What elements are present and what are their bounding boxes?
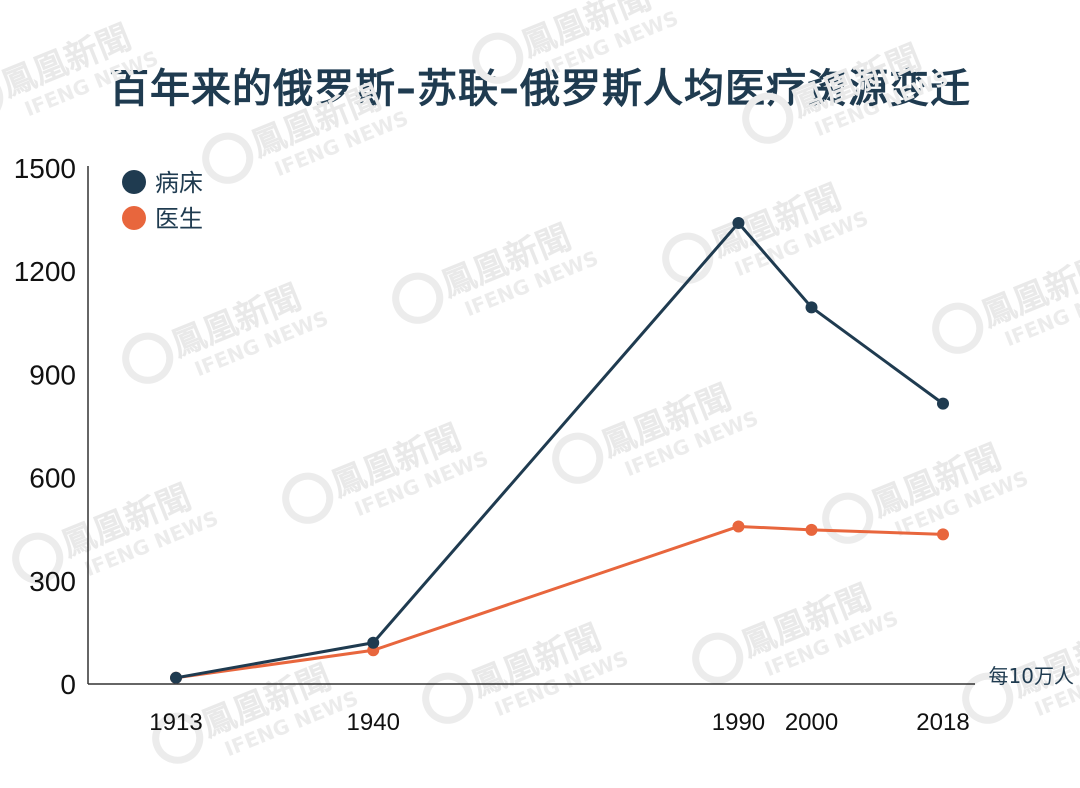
x-tick-label: 2018 bbox=[916, 709, 969, 736]
series-layer bbox=[170, 217, 949, 684]
y-tick-label: 900 bbox=[29, 359, 76, 390]
y-tick-label: 1500 bbox=[14, 153, 76, 184]
data-point bbox=[805, 301, 818, 314]
x-tick-label: 1940 bbox=[347, 709, 400, 736]
y-tick-label: 0 bbox=[60, 669, 76, 700]
y-tick-label: 600 bbox=[29, 463, 76, 494]
legend-marker bbox=[122, 206, 146, 230]
axes: 0 300 600 900 1200 1500 1913 1940 1990 2000 2018 每1… bbox=[14, 153, 1074, 736]
data-point bbox=[937, 528, 949, 541]
data-point bbox=[732, 520, 745, 533]
data-point bbox=[937, 397, 949, 410]
data-point bbox=[367, 636, 380, 649]
legend-marker bbox=[122, 170, 146, 194]
y-tick-label: 300 bbox=[29, 566, 76, 597]
chart-title: 百年来的俄罗斯–苏联–俄罗斯人均医疗资源变迁 bbox=[109, 66, 971, 112]
unit-label: 每10万人 bbox=[989, 664, 1074, 688]
data-point bbox=[732, 217, 745, 230]
x-tick-label: 1913 bbox=[149, 709, 202, 736]
y-tick-label: 1200 bbox=[14, 256, 76, 287]
legend-label: 医生 bbox=[155, 205, 203, 233]
x-tick-label: 2000 bbox=[785, 709, 838, 736]
x-tick-label: 1990 bbox=[712, 709, 765, 736]
data-point bbox=[170, 671, 182, 684]
legend-label: 病床 bbox=[155, 169, 203, 197]
data-point bbox=[805, 523, 818, 536]
